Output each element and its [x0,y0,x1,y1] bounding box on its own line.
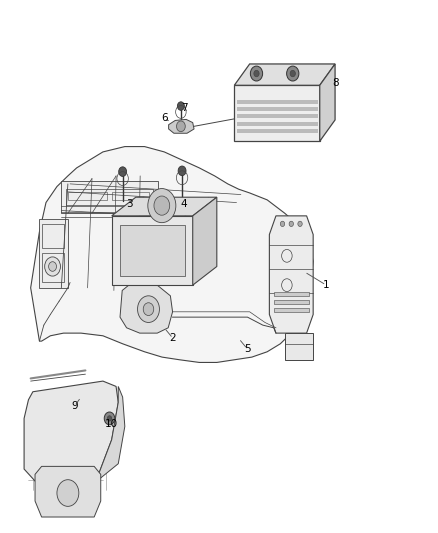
Bar [237,122,318,126]
Text: 6: 6 [161,114,168,123]
Polygon shape [120,225,185,276]
Bar [237,107,318,111]
Bar [237,129,318,133]
Circle shape [177,121,185,132]
Text: 1: 1 [323,280,330,290]
Text: 9: 9 [71,401,78,411]
Polygon shape [112,216,193,285]
Circle shape [143,303,154,316]
Bar [274,308,309,312]
Circle shape [251,66,263,81]
Polygon shape [320,64,335,141]
Bar [66,189,153,205]
Text: 8: 8 [332,78,339,87]
Circle shape [254,70,259,77]
Text: 2: 2 [170,334,177,343]
Bar [112,192,149,200]
Circle shape [177,102,184,110]
Circle shape [49,262,57,271]
Bar [39,219,68,288]
Polygon shape [234,85,320,141]
Circle shape [104,412,115,425]
Circle shape [119,167,127,176]
Circle shape [138,296,159,322]
Bar [68,192,107,200]
Polygon shape [92,386,125,485]
Circle shape [148,189,176,223]
Polygon shape [24,381,118,496]
Polygon shape [234,64,335,85]
Circle shape [45,257,60,276]
Circle shape [286,66,299,81]
Text: 4: 4 [180,199,187,208]
Circle shape [290,70,295,77]
Bar [274,300,309,304]
Polygon shape [112,197,217,216]
Polygon shape [269,216,313,333]
Circle shape [280,221,285,227]
Text: 7: 7 [180,103,187,112]
Circle shape [289,221,293,227]
Bar [237,100,318,104]
Bar [42,253,64,282]
Bar [42,224,64,248]
Circle shape [57,480,79,506]
Bar [237,115,318,118]
Polygon shape [193,197,217,285]
Polygon shape [31,147,313,362]
Bar [274,292,309,296]
Bar [61,181,158,213]
Circle shape [154,196,170,215]
Circle shape [107,416,112,421]
Polygon shape [169,119,194,133]
Polygon shape [285,333,313,360]
Polygon shape [35,466,101,517]
Text: 10: 10 [105,419,118,429]
Text: 3: 3 [126,199,133,208]
Circle shape [178,166,186,176]
Circle shape [298,221,302,227]
Text: 5: 5 [244,344,251,354]
Polygon shape [120,282,173,333]
